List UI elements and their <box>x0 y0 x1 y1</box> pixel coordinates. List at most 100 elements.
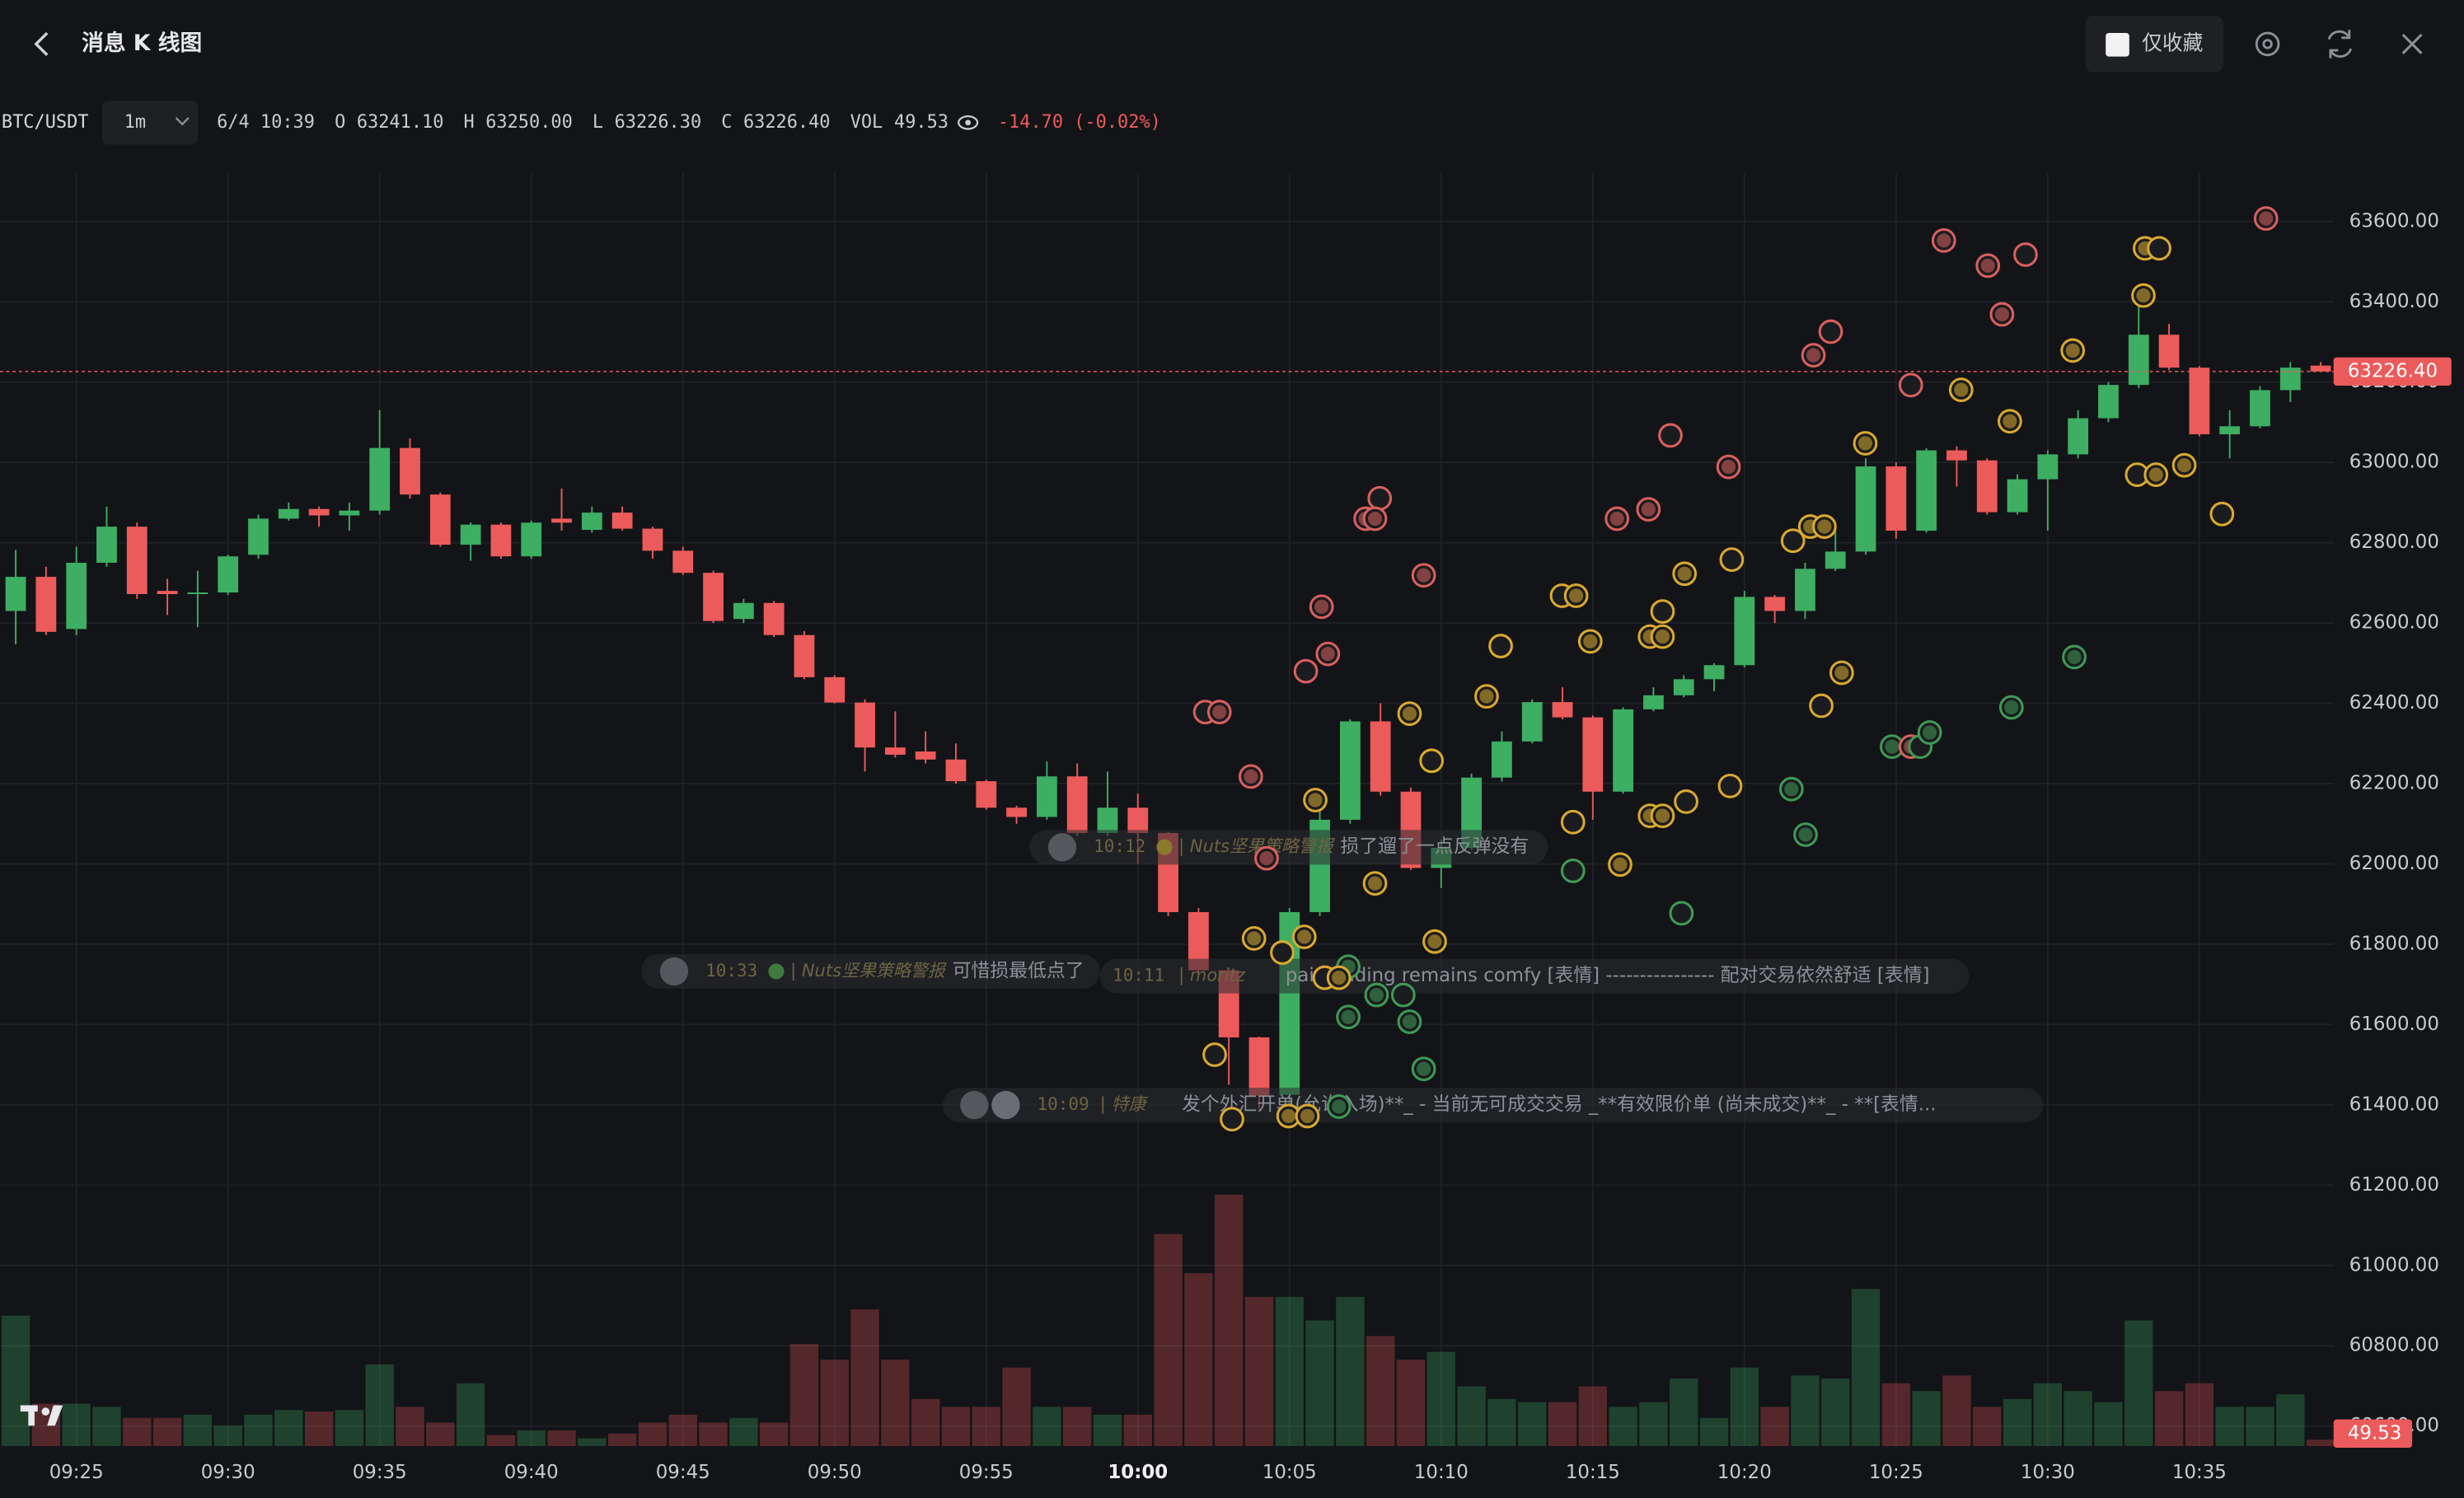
message-marker[interactable] <box>1291 925 1317 949</box>
message-marker[interactable] <box>1917 720 1942 745</box>
marker-avatar <box>1609 511 1624 527</box>
message-marker[interactable] <box>1397 1009 1422 1034</box>
y-tick-label: 61200.00 <box>2349 1174 2439 1196</box>
message-marker[interactable] <box>1315 641 1341 667</box>
message-marker[interactable] <box>2062 644 2087 670</box>
settings-button[interactable] <box>2255 31 2280 57</box>
message-marker[interactable] <box>1998 695 2024 720</box>
message-marker[interactable] <box>1931 227 1956 253</box>
y-tick-label: 63400.00 <box>2349 291 2439 312</box>
volume-bar <box>517 1430 546 1447</box>
message-marker[interactable] <box>1636 497 1661 522</box>
message-marker[interactable] <box>1488 634 1513 658</box>
message-marker[interactable] <box>1669 901 1694 926</box>
message-marker[interactable] <box>1336 1004 1361 1030</box>
bubble[interactable] <box>943 1088 2043 1123</box>
message-marker[interactable] <box>1650 599 1675 624</box>
message-marker[interactable] <box>1793 822 1818 847</box>
message-marker[interactable] <box>1719 547 1745 573</box>
refresh-button[interactable] <box>2327 30 2353 59</box>
message-marker[interactable] <box>1818 319 1843 344</box>
message-marker[interactable] <box>1326 965 1351 990</box>
message-marker[interactable] <box>1303 788 1328 812</box>
back-button[interactable] <box>34 31 49 56</box>
volume-bar <box>92 1407 121 1447</box>
volume-bar <box>1093 1414 1122 1447</box>
candle-body <box>1006 808 1027 817</box>
marker-ring <box>1390 982 1416 1008</box>
message-marker[interactable] <box>1577 629 1603 654</box>
message-marker[interactable] <box>2013 242 2038 267</box>
message-marker[interactable] <box>2147 236 2171 261</box>
message-marker[interactable] <box>1309 594 1334 620</box>
message-marker[interactable] <box>1293 658 1319 684</box>
message-marker[interactable] <box>1812 514 1837 539</box>
message-marker[interactable] <box>1780 528 1806 554</box>
message-marker[interactable] <box>1778 776 1804 802</box>
message-marker[interactable] <box>1809 693 1834 719</box>
message-marker[interactable] <box>1220 1107 1244 1132</box>
message-marker[interactable] <box>1206 700 1232 725</box>
message-marker[interactable] <box>1853 431 1878 456</box>
message-marker[interactable] <box>1672 561 1698 587</box>
message-marker[interactable] <box>1674 789 1698 814</box>
message-marker[interactable] <box>1998 409 2022 434</box>
message-marker[interactable] <box>1650 624 1675 649</box>
message-marker[interactable] <box>1717 773 1743 798</box>
message-marker[interactable] <box>1801 343 1826 368</box>
candle-body <box>763 602 785 635</box>
message-marker[interactable] <box>1898 372 1923 398</box>
volume-bar <box>1578 1386 1607 1447</box>
message-marker[interactable] <box>1362 506 1388 531</box>
message-marker[interactable] <box>1419 748 1445 774</box>
message-marker[interactable] <box>1326 1094 1351 1119</box>
message-marker[interactable] <box>1270 940 1295 965</box>
candle-body <box>1703 665 1725 680</box>
interval-select[interactable] <box>101 101 199 145</box>
message-marker[interactable] <box>1829 660 1854 686</box>
message-marker[interactable] <box>2209 501 2235 527</box>
message-marker[interactable] <box>2060 338 2086 363</box>
message-marker[interactable] <box>1422 929 1447 954</box>
message-marker[interactable] <box>1975 253 2001 279</box>
message-marker[interactable] <box>1239 764 1263 789</box>
message-marker[interactable] <box>1411 1056 1436 1082</box>
favorites-toggle[interactable] <box>2085 16 2224 73</box>
message-marker[interactable] <box>2171 452 2197 478</box>
message-marker[interactable] <box>1948 377 1974 402</box>
bubble[interactable] <box>1029 830 1548 865</box>
message-marker[interactable] <box>1364 982 1389 1008</box>
message-marker[interactable] <box>1608 852 1633 878</box>
message-marker[interactable] <box>1658 423 1683 448</box>
message-marker[interactable] <box>1411 563 1436 588</box>
marker-ring <box>1202 1042 1227 1067</box>
message-marker[interactable] <box>1254 845 1279 871</box>
close-button[interactable] <box>2401 33 2423 54</box>
message-marker[interactable] <box>2253 206 2279 232</box>
message-marker[interactable] <box>1397 701 1422 726</box>
message-marker[interactable] <box>2143 462 2169 487</box>
message-marker[interactable] <box>1989 302 2015 327</box>
message-marker[interactable] <box>1560 809 1586 835</box>
message-marker[interactable] <box>1474 684 1499 709</box>
message-time: 10:12 <box>1094 836 1145 856</box>
message-marker[interactable] <box>1650 803 1675 828</box>
message-marker[interactable] <box>1367 485 1393 511</box>
x-tick-label: 10:30 <box>2021 1462 2075 1483</box>
checkbox[interactable] <box>2106 33 2129 57</box>
message-marker[interactable] <box>1390 982 1416 1008</box>
marker-avatar <box>1994 307 2009 322</box>
message-marker[interactable] <box>1604 506 1630 531</box>
message-marker[interactable] <box>1295 1103 1320 1129</box>
message-marker[interactable] <box>1716 454 1741 480</box>
volume-bar <box>1548 1402 1577 1447</box>
message-marker[interactable] <box>1560 858 1586 883</box>
message-marker[interactable] <box>1362 871 1388 896</box>
message-marker[interactable] <box>1241 925 1267 951</box>
message-marker[interactable] <box>1563 583 1589 608</box>
bubble[interactable] <box>641 953 1100 989</box>
message-marker[interactable] <box>2131 283 2156 308</box>
message-marker[interactable] <box>1202 1042 1227 1067</box>
visibility-toggle[interactable] <box>958 115 979 130</box>
y-tick-label: 61400.00 <box>2349 1093 2439 1115</box>
